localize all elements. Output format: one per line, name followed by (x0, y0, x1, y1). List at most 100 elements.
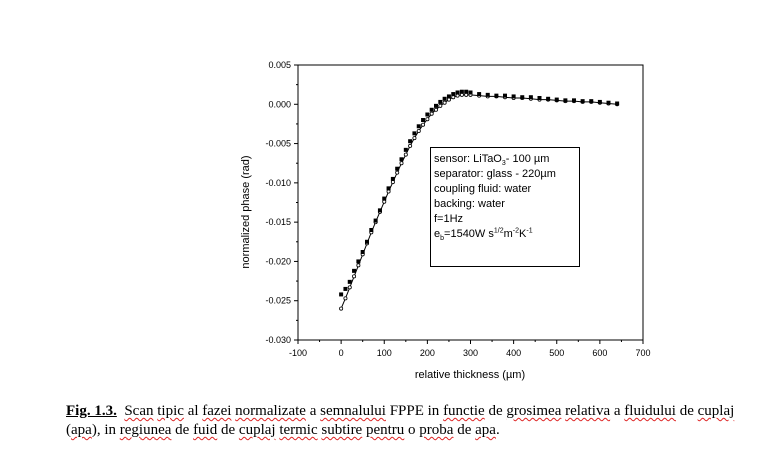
x-tick-label: 600 (592, 348, 607, 358)
filled-square-point (589, 99, 594, 104)
x-tick-label: 400 (506, 348, 521, 358)
filled-square-point (528, 95, 533, 100)
filled-square-point (403, 147, 408, 152)
filled-square-point (434, 103, 438, 108)
filled-square-point (352, 268, 357, 273)
open-circle-point (356, 263, 361, 268)
open-circle-point (408, 143, 413, 148)
filled-square-point (442, 96, 447, 101)
axis-ticks: -100 0 100 200 300 400 500 600 700 0.005 0.000 -0.0… (265, 60, 650, 358)
filled-square-point (503, 93, 507, 98)
filled-square-point (382, 196, 387, 201)
y-axis-title: normalized phase (rad) (240, 155, 252, 268)
legend-box: sensor: LiTaO3- 100 µm separator: glass … (430, 147, 580, 267)
open-circle-point (459, 92, 464, 97)
legend-frequency: f=1Hz (434, 213, 464, 225)
filled-square-point (459, 89, 464, 94)
filled-square-point (580, 99, 585, 104)
y-tick-label: 0.000 (268, 99, 291, 109)
y-tick-label: -0.010 (265, 178, 291, 188)
filled-square-point (347, 279, 352, 284)
legend-coupling: coupling fluid: water (434, 183, 532, 195)
phase-chart: -100 0 100 200 300 400 500 600 700 0.005 0.000 -0.0… (240, 60, 651, 381)
filled-square-point (395, 166, 400, 171)
filled-square-point (451, 92, 456, 97)
x-tick-label: 100 (377, 348, 392, 358)
open-circle-point (382, 199, 387, 204)
legend-separator: separator: glass - 220µm (434, 168, 556, 180)
open-circle-point (395, 170, 400, 175)
filled-square-point (446, 94, 451, 99)
open-circle-point (425, 117, 430, 122)
filled-square-point (615, 101, 620, 106)
open-circle-point (412, 136, 417, 141)
filled-square-point (429, 107, 434, 112)
filled-square-point (408, 139, 413, 144)
open-circle-point (390, 180, 395, 185)
y-tick-label: 0.005 (268, 60, 291, 70)
filled-square-point (455, 90, 460, 95)
open-circle-point (343, 296, 348, 301)
open-circle-point (339, 306, 344, 311)
filled-square-point (373, 218, 378, 223)
filled-square-point (468, 90, 473, 95)
figure-caption: Fig. 1.3. Scan tipic al fazei normalizat… (66, 403, 735, 438)
open-circle-point (403, 152, 408, 157)
filled-square-point (511, 94, 516, 99)
x-tick-label: 200 (420, 348, 435, 358)
y-tick-label: -0.005 (265, 139, 291, 149)
filled-square-point (438, 99, 443, 104)
y-tick-label: -0.020 (265, 256, 291, 266)
filled-square-point (606, 100, 611, 105)
filled-square-point (343, 286, 348, 291)
data-points (339, 89, 620, 311)
filled-square-point (464, 89, 469, 94)
x-tick-label: -100 (289, 348, 307, 358)
figure-label: Fig. 1.3. (66, 403, 117, 419)
open-circle-point (386, 189, 391, 194)
open-circle-point (451, 95, 456, 100)
filled-square-point (386, 186, 391, 191)
filled-square-point (360, 250, 365, 254)
filled-square-point (365, 239, 369, 244)
filled-square-point (537, 96, 542, 100)
filled-square-point (369, 228, 374, 232)
open-circle-point (433, 107, 438, 112)
open-circle-point (352, 274, 357, 279)
filled-square-point (412, 131, 417, 136)
filled-square-point (339, 292, 344, 297)
x-tick-label: 300 (463, 348, 478, 358)
filled-square-point (572, 98, 576, 103)
y-tick-label: -0.025 (265, 296, 291, 306)
filled-square-point (399, 157, 404, 162)
filled-square-point (416, 124, 421, 129)
legend-effusivity: eb=1540W s1/2m-2K-1 (434, 227, 533, 243)
filled-square-point (520, 95, 525, 100)
x-tick-label: 500 (549, 348, 564, 358)
filled-square-point (563, 98, 568, 103)
filled-square-point (477, 92, 482, 97)
filled-square-point (494, 93, 499, 98)
filled-square-point (597, 99, 602, 104)
x-tick-label: 700 (635, 348, 650, 358)
x-tick-label: 0 (339, 348, 344, 358)
filled-square-point (554, 97, 559, 102)
legend-sensor: sensor: LiTaO3- 100 µm (434, 153, 550, 168)
open-circle-point (438, 103, 443, 108)
legend-backing: backing: water (434, 198, 505, 210)
filled-square-point (485, 92, 490, 97)
open-circle-point (347, 285, 352, 290)
open-circle-point (442, 100, 447, 105)
open-circle-point (429, 111, 434, 116)
filled-square-point (377, 208, 382, 213)
filled-square-point (356, 259, 361, 264)
filled-square-point (425, 112, 430, 117)
filled-square-point (390, 176, 395, 181)
y-tick-label: -0.030 (265, 335, 291, 345)
open-circle-point (455, 93, 460, 98)
open-circle-point (464, 92, 469, 97)
open-circle-point (421, 122, 426, 127)
open-circle-point (399, 161, 404, 166)
x-axis-title: relative thickness (µm) (415, 369, 525, 381)
filled-square-point (546, 96, 551, 101)
